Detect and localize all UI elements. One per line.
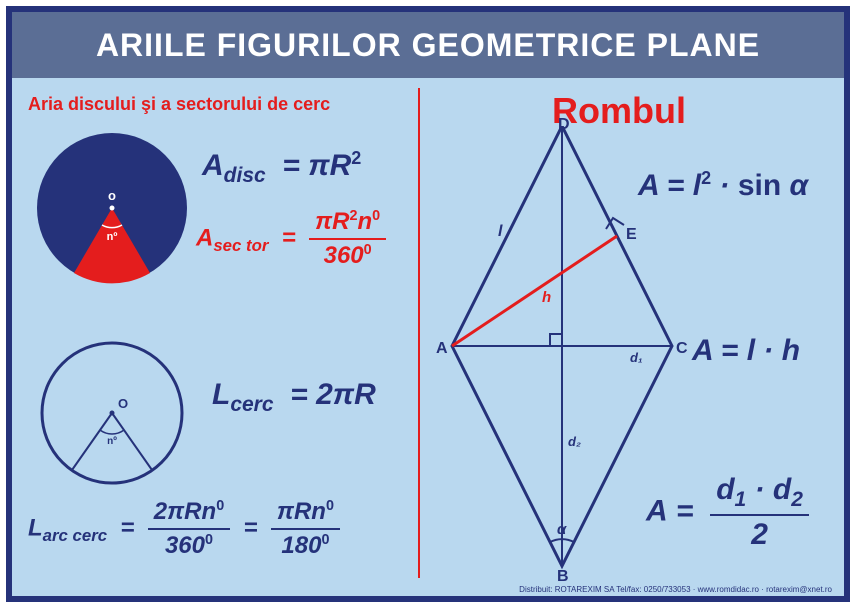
svg-text:O: O xyxy=(118,396,128,411)
content-area: Aria discului şi a sectorului de cerc o … xyxy=(12,78,844,596)
formula-disc-area: Adisc = πR2 xyxy=(202,148,361,188)
formula-area-sin: A = l2 · sin α xyxy=(638,168,808,203)
poster: ARIILE FIGURILOR GEOMETRICE PLANE Aria d… xyxy=(6,6,850,602)
svg-text:d₁: d₁ xyxy=(630,350,643,365)
vertex-D: D xyxy=(558,116,570,134)
svg-text:d₂: d₂ xyxy=(568,434,581,449)
title-bar: ARIILE FIGURILOR GEOMETRICE PLANE xyxy=(12,12,844,78)
svg-text:o: o xyxy=(108,188,116,203)
svg-text:nº: nº xyxy=(107,231,118,243)
left-heading: Aria discului şi a sectorului de cerc xyxy=(28,94,330,115)
formula-sector-area: Asec tor = πR2n0 3600 xyxy=(196,208,386,270)
vertex-B: B xyxy=(557,568,569,586)
svg-text:nº: nº xyxy=(107,436,117,447)
svg-text:α: α xyxy=(557,521,567,538)
vertex-C: C xyxy=(676,340,688,358)
formula-circumference: Lcerc = 2πR xyxy=(212,378,376,417)
formula-arc-length: Larc cerc = 2πRn0 3600 = πRn0 1800 xyxy=(28,498,340,560)
vertex-A: A xyxy=(436,340,448,358)
vertex-E: E xyxy=(626,226,637,244)
formula-area-diag: A = d1 · d2 2 xyxy=(646,473,809,552)
footer-text: Distribuit: ROTAREXIM SA Tel/fax: 0250/7… xyxy=(519,585,832,594)
formula-area-lh: A = l · h xyxy=(692,334,800,368)
main-title: ARIILE FIGURILOR GEOMETRICE PLANE xyxy=(96,27,760,64)
vertical-divider xyxy=(418,88,420,578)
svg-text:h: h xyxy=(542,289,551,306)
svg-text:l: l xyxy=(498,223,503,240)
disc-figure: o nº xyxy=(32,128,192,288)
circumference-figure: O nº xyxy=(32,338,192,493)
